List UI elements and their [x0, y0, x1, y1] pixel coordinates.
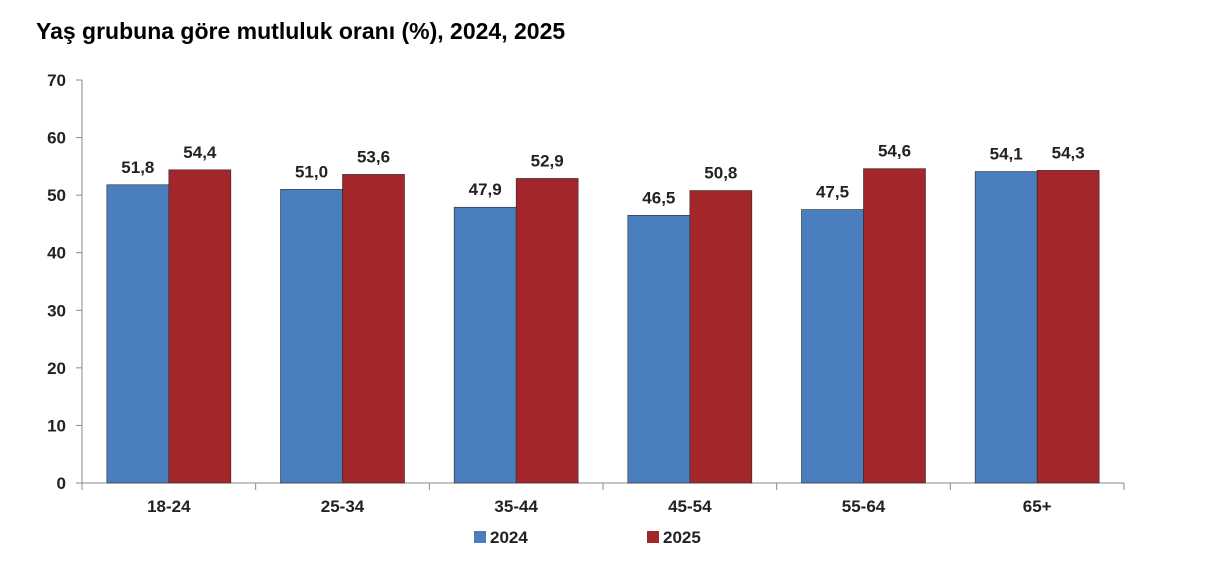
legend-swatch-2024: [474, 531, 486, 543]
bar-2025-18-24: [168, 169, 232, 484]
y-tick-label: 40: [47, 244, 66, 263]
data-label: 50,8: [704, 164, 737, 183]
bar-2024-18-24: [106, 184, 170, 484]
data-label: 53,6: [357, 147, 390, 166]
legend-label: 2024: [490, 528, 528, 547]
bar-2024-65+: [974, 171, 1038, 484]
data-label: 46,5: [642, 188, 675, 207]
x-tick-label: 45-54: [668, 497, 712, 516]
data-label: 52,9: [531, 151, 564, 170]
data-label: 47,9: [469, 180, 502, 199]
y-tick-label: 0: [57, 474, 66, 493]
y-tick-label: 20: [47, 359, 66, 378]
x-tick-label: 65+: [1023, 497, 1052, 516]
data-label: 54,6: [878, 142, 911, 161]
bar-2024-45-54: [627, 214, 691, 484]
data-label: 51,0: [295, 162, 328, 181]
y-tick-label: 60: [47, 129, 66, 148]
bar-2024-35-44: [453, 206, 517, 484]
legend-label: 2025: [663, 528, 701, 547]
x-tick-label: 55-64: [842, 497, 886, 516]
data-label: 54,1: [990, 145, 1023, 164]
data-label: 51,8: [121, 158, 154, 177]
data-label: 47,5: [816, 183, 849, 202]
bar-2024-25-34: [280, 189, 343, 484]
bar-2025-55-64: [863, 168, 926, 484]
chart-title: Yaş grubuna göre mutluluk oranı (%), 202…: [36, 18, 566, 44]
y-tick-label: 30: [47, 301, 66, 320]
bar-2025-45-54: [689, 190, 753, 484]
data-label: 54,4: [183, 143, 217, 162]
y-tick-label: 70: [47, 71, 66, 90]
x-tick-label: 18-24: [147, 497, 191, 516]
bar-2025-35-44: [515, 178, 579, 484]
x-tick-label: 35-44: [494, 497, 538, 516]
y-tick-label: 50: [47, 186, 66, 205]
data-label: 54,3: [1052, 143, 1085, 162]
bar-2025-25-34: [342, 174, 405, 484]
x-tick-label: 25-34: [321, 497, 365, 516]
legend-swatch-2025: [647, 531, 659, 543]
bar-2025-65+: [1036, 170, 1100, 484]
bar-2024-55-64: [801, 209, 864, 484]
y-tick-label: 10: [47, 416, 66, 435]
